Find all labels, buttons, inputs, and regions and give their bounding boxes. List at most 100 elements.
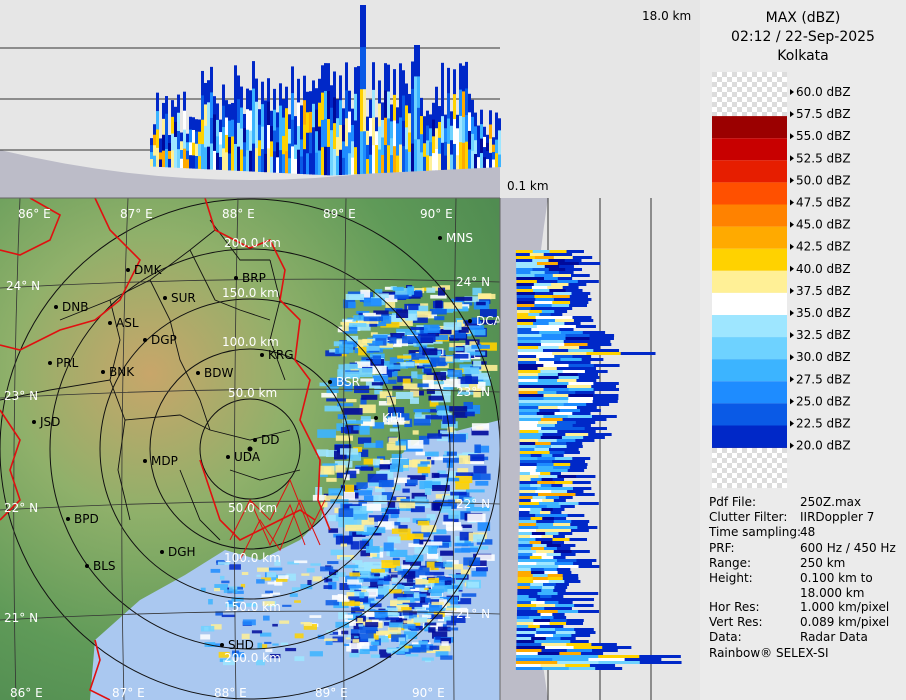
- info-key: Time sampling:: [708, 525, 801, 539]
- lon-label-top: 87° E: [120, 207, 153, 221]
- city-dot: [226, 455, 230, 459]
- city-dot: [48, 361, 52, 365]
- info-value: 600 Hz / 450 Hz: [800, 541, 896, 555]
- legend-label: 35.0 dBZ: [796, 306, 851, 320]
- legend-swatch: [712, 204, 787, 227]
- range-label-south: 50.0 km: [228, 501, 277, 515]
- legend-label: 57.5 dBZ: [796, 107, 851, 121]
- city-label: MDP: [151, 454, 178, 468]
- city-label: BRP: [242, 271, 266, 285]
- legend-swatch: [712, 381, 787, 404]
- city-label: PRL: [56, 356, 79, 370]
- lon-label-top: 89° E: [323, 207, 356, 221]
- legend-swatch: [712, 160, 787, 183]
- legend-label: 40.0 dBZ: [796, 262, 851, 276]
- info-key: Height:: [709, 571, 753, 585]
- legend-swatch: [712, 270, 787, 293]
- range-label-north: 50.0 km: [228, 386, 277, 400]
- legend-label: 60.0 dBZ: [796, 85, 851, 99]
- lat-label-left: 21° N: [4, 611, 38, 625]
- legend-label: 30.0 dBZ: [796, 350, 851, 364]
- city-dot: [160, 550, 164, 554]
- info-key: Clutter Filter:: [709, 510, 787, 524]
- range-label-north: 200.0 km: [224, 236, 281, 250]
- city-dot: [54, 305, 58, 309]
- lon-label-bottom: 86° E: [10, 686, 43, 700]
- legend-swatch: [712, 248, 787, 271]
- city-dot: [108, 321, 112, 325]
- legend-swatch: [712, 425, 787, 448]
- info-value: Radar Data: [800, 630, 868, 644]
- range-label-south: 200.0 km: [224, 651, 281, 665]
- lat-label-left: 22° N: [4, 501, 38, 515]
- city-dot: [66, 517, 70, 521]
- city-label: DCA: [476, 314, 503, 328]
- legend-swatch: [712, 292, 787, 315]
- range-rings: [0, 198, 500, 700]
- lon-label-bottom: 89° E: [315, 686, 348, 700]
- city-dot: [101, 370, 105, 374]
- city-dot: [253, 438, 257, 442]
- city-label: SHD: [228, 638, 254, 652]
- lat-label-left: 24° N: [6, 279, 40, 293]
- city-dot: [143, 459, 147, 463]
- graticule-labels: 86° E 86° E 87° E 87° E 88° E 88° E 89° E 89° E…: [4, 207, 490, 700]
- metadata-table: Pdf File: 250Z.max Clutter Filter: IIRDoppl…: [708, 495, 896, 644]
- legend-label: 25.0 dBZ: [796, 394, 851, 408]
- info-key: Vert Res:: [709, 615, 763, 629]
- info-key: Hor Res:: [709, 600, 760, 614]
- legend-label: 45.0 dBZ: [796, 218, 851, 232]
- lat-label-right: 22° N: [456, 497, 490, 511]
- info-value: 18.000 km: [800, 586, 864, 600]
- product-title: MAX (dBZ): [766, 10, 841, 26]
- info-value: 48: [800, 525, 815, 539]
- side-profile-echoes: [515, 250, 682, 670]
- info-key: PRF:: [709, 541, 735, 555]
- side-profile-panel: [500, 198, 700, 700]
- legend-label: 42.5 dBZ: [796, 240, 851, 254]
- city-dot: [143, 338, 147, 342]
- lon-label-bottom: 87° E: [112, 686, 145, 700]
- info-value: 0.089 km/pixel: [800, 615, 889, 629]
- scan-datetime: 02:12 / 22-Sep-2025: [731, 29, 875, 45]
- range-label-north: 100.0 km: [222, 335, 279, 349]
- city-dot: [438, 236, 442, 240]
- info-value: 250 km: [800, 556, 845, 570]
- range-label-north: 150.0 km: [222, 286, 279, 300]
- legend-swatch: [712, 315, 787, 338]
- lon-label-top: 88° E: [222, 207, 255, 221]
- city-label: DNB: [62, 300, 88, 314]
- state-borders: [0, 198, 331, 700]
- legend-swatch: [712, 116, 787, 139]
- legend-label: 55.0 dBZ: [796, 129, 851, 143]
- info-key: Range:: [709, 556, 751, 570]
- legend-swatch: [712, 226, 787, 249]
- lon-label-top: 86° E: [18, 207, 51, 221]
- city-label: DD: [261, 433, 279, 447]
- lon-label-bottom: 90° E: [412, 686, 445, 700]
- city-label: BNK: [109, 365, 135, 379]
- lat-label-left: 23° N: [4, 389, 38, 403]
- lat-label-right: 23° N: [456, 385, 490, 399]
- info-value: 250Z.max: [800, 495, 861, 509]
- legend-label: 32.5 dBZ: [796, 328, 851, 342]
- city-dot: [163, 296, 167, 300]
- top-height-label: 18.0 km: [642, 9, 691, 23]
- city-dot: [85, 564, 89, 568]
- city-dot: [468, 319, 472, 323]
- legend-label: 37.5 dBZ: [796, 284, 851, 298]
- legend-swatch: [712, 337, 787, 360]
- city-label: MNS: [446, 231, 473, 245]
- info-key: Data:: [709, 630, 742, 644]
- station-name: Kolkata: [777, 48, 828, 64]
- city-dot: [374, 416, 378, 420]
- color-legend: 60.0 dBZ 57.5 dBZ 55.0 dBZ 52.5 dBZ 50.0 dBZ…: [712, 72, 851, 488]
- info-value: IIRDoppler 7: [800, 510, 874, 524]
- city-label: ASL: [116, 316, 139, 330]
- city-label: BPD: [74, 512, 99, 526]
- range-ring-labels: 50.0 km 50.0 km 100.0 km 100.0 km 150.0 km 15…: [222, 236, 281, 665]
- city-markers: MNS DMK BRP SUR DNB ASL DGP DCA KRG PRL BNK BDW BSR K…: [32, 231, 503, 652]
- range-label-south: 150.0 km: [224, 600, 281, 614]
- city-dot: [196, 371, 200, 375]
- city-label: BLS: [93, 559, 116, 573]
